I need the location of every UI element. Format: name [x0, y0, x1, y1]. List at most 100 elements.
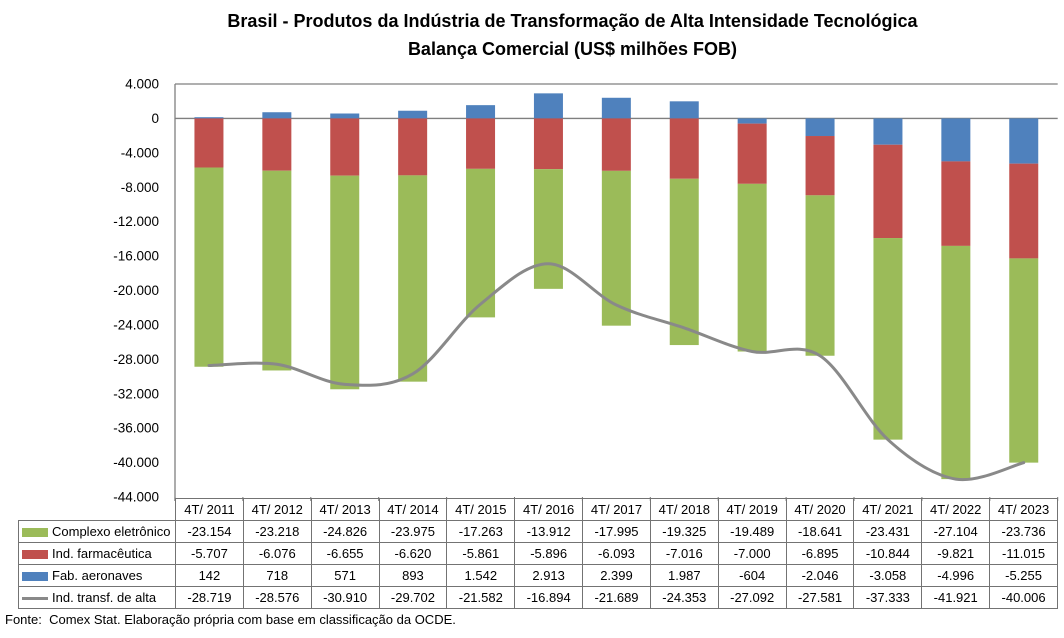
- table-value-cell: -27.104: [921, 520, 991, 543]
- table-value-cell: -6.093: [582, 542, 651, 565]
- y-axis-tick-label: -40.000: [113, 455, 159, 470]
- table-value-cell: -9.821: [921, 542, 991, 565]
- table-value-cell: 1.987: [649, 564, 719, 587]
- table-value-cell: -5.255: [989, 564, 1058, 587]
- table-row-ind-farmaceutica: Ind. farmacêutica -5.707 -6.076 -6.655 -6.62…: [18, 542, 1058, 565]
- chart-canvas: 4.000 0 -4.000 -8.000 -12.000 -16.000 -20.000 -…: [113, 77, 1059, 505]
- table-value-cell: -10.844: [853, 542, 923, 565]
- bar-segment-ind-farmaceutica: [941, 161, 971, 246]
- bar-segment-fab-aeronaves: [737, 118, 767, 124]
- legend-swatch-ind-farmaceutica: [22, 550, 48, 559]
- table-value-cell: 571: [310, 564, 380, 587]
- table-year-header: 4T/ 2013: [310, 498, 380, 521]
- table-value-cell: 893: [378, 564, 448, 587]
- bar-segment-fab-aeronaves: [262, 112, 292, 119]
- y-axis-tick-label: -32.000: [113, 386, 159, 401]
- table-value-cell: -27.092: [717, 586, 787, 609]
- bar-segment-fab-aeronaves: [533, 93, 563, 119]
- bar-segment-fab-aeronaves: [873, 118, 903, 145]
- table-value-cell: -17.263: [446, 520, 516, 543]
- bar-segment-ind-farmaceutica: [873, 144, 903, 239]
- table-year-header: 4T/ 2018: [649, 498, 719, 521]
- series-name: Complexo eletrônico: [52, 524, 171, 539]
- table-value-cell: -28.719: [175, 586, 244, 609]
- table-value-cell: -29.702: [378, 586, 448, 609]
- table-value-cell: 718: [242, 564, 312, 587]
- bar-segment-fab-aeronaves: [941, 118, 971, 162]
- table-year-header: 4T/ 2020: [785, 498, 855, 521]
- series-label-cell: Ind. transf. de alta: [18, 586, 176, 609]
- series-name: Ind. farmacêutica: [52, 546, 152, 561]
- table-value-cell: -23.431: [853, 520, 923, 543]
- bar-segment-fab-aeronaves: [805, 118, 835, 137]
- y-axis-tick-label: -20.000: [113, 283, 159, 298]
- table-value-cell: -23.975: [378, 520, 448, 543]
- table-value-cell: -21.582: [446, 586, 516, 609]
- source-note: Fonte: Comex Stat. Elaboração própria co…: [5, 612, 456, 627]
- bar-segment-ind-farmaceutica: [398, 118, 428, 176]
- bar-segment-complexo-eletronico: [398, 175, 428, 382]
- bar-segment-ind-farmaceutica: [737, 123, 767, 184]
- bar-segment-fab-aeronaves: [601, 97, 631, 119]
- table-value-cell: -30.910: [310, 586, 380, 609]
- series-label-cell: Fab. aeronaves: [18, 564, 176, 587]
- bar-segment-ind-farmaceutica: [1009, 163, 1039, 259]
- bar-segment-complexo-eletronico: [262, 170, 292, 371]
- bar-segment-complexo-eletronico: [805, 195, 835, 356]
- table-year-header: 4T/ 2017: [582, 498, 651, 521]
- table-value-cell: 1.542: [446, 564, 516, 587]
- table-year-header: 4T/ 2022: [921, 498, 991, 521]
- bar-segment-ind-farmaceutica: [533, 118, 563, 170]
- table-year-header: 4T/ 2016: [514, 498, 584, 521]
- series-name: Ind. transf. de alta: [52, 590, 157, 605]
- table-value-cell: -19.325: [649, 520, 719, 543]
- y-axis-tick-label: -28.000: [113, 352, 159, 367]
- table-value-cell: -11.015: [989, 542, 1058, 565]
- table-value-cell: -6.620: [378, 542, 448, 565]
- table-year-header: 4T/ 2019: [717, 498, 787, 521]
- table-year-header: 4T/ 2023: [989, 498, 1058, 521]
- table-value-cell: -4.996: [921, 564, 991, 587]
- bar-segment-complexo-eletronico: [533, 169, 563, 289]
- bar-segment-fab-aeronaves: [669, 101, 699, 119]
- data-table: 4T/ 2011 4T/ 2012 4T/ 2013 4T/ 2014 4T/ 2015…: [18, 498, 1058, 609]
- table-value-cell: -5.707: [175, 542, 244, 565]
- bar-segment-fab-aeronaves: [330, 113, 360, 119]
- table-value-cell: -7.000: [717, 542, 787, 565]
- series-label-cell: Complexo eletrônico: [18, 520, 176, 543]
- y-axis-tick-label: -12.000: [113, 214, 159, 229]
- chart-title-line1: Brasil - Produtos da Indústria de Transf…: [227, 11, 918, 31]
- table-corner-cell: [19, 499, 176, 521]
- table-value-cell: -23.154: [175, 520, 244, 543]
- bar-segment-fab-aeronaves: [1009, 118, 1039, 164]
- table-year-header: 4T/ 2011: [175, 498, 244, 521]
- trend-line-ind-transf-de-alta: [207, 262, 1026, 482]
- y-axis-tick-label: -24.000: [113, 317, 159, 332]
- bar-segment-ind-farmaceutica: [805, 136, 835, 196]
- table-value-cell: 142: [175, 564, 244, 587]
- table-value-cell: -19.489: [717, 520, 787, 543]
- table-value-cell: -27.581: [785, 586, 855, 609]
- table-value-cell: -40.006: [989, 586, 1058, 609]
- table-value-cell: -28.576: [242, 586, 312, 609]
- chart-title: Brasil - Produtos da Indústria de Transf…: [80, 7, 1064, 63]
- table-value-cell: -3.058: [853, 564, 923, 587]
- y-axis-tick-label: -16.000: [113, 249, 159, 264]
- table-value-cell: -16.894: [514, 586, 584, 609]
- bar-segment-ind-farmaceutica: [669, 118, 699, 179]
- y-axis-tick-label: -44.000: [113, 490, 159, 505]
- legend-swatch-fab-aeronaves: [22, 572, 48, 581]
- bar-segment-complexo-eletronico: [669, 178, 699, 346]
- table-value-cell: -18.641: [785, 520, 855, 543]
- legend-swatch-complexo-eletronico: [22, 528, 48, 537]
- table-value-cell: -7.016: [649, 542, 719, 565]
- table-value-cell: -5.896: [514, 542, 584, 565]
- bar-segment-ind-farmaceutica: [466, 118, 496, 169]
- bar-segment-complexo-eletronico: [1009, 258, 1039, 463]
- table-value-cell: -2.046: [785, 564, 855, 587]
- table-year-header: 4T/ 2015: [446, 498, 516, 521]
- bar-segment-complexo-eletronico: [737, 183, 767, 352]
- table-value-cell: -21.689: [582, 586, 651, 609]
- table-value-cell: -13.912: [514, 520, 584, 543]
